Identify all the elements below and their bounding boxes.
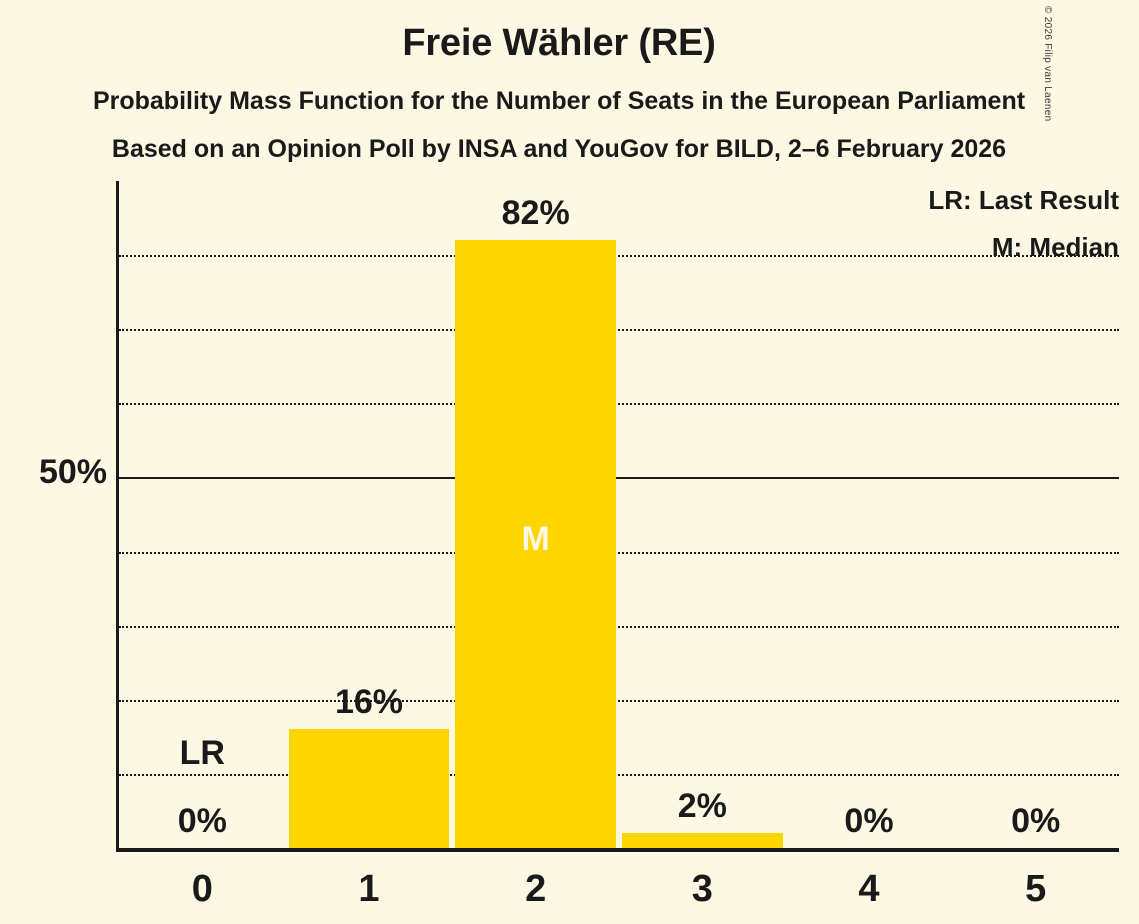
y-axis-line: [116, 181, 119, 851]
x-tick-label-seat-4: 4: [858, 868, 880, 910]
plot-area: 0% 16% 82% 2% 0% 0% LR M: [116, 181, 1119, 852]
gridline-10pct: [119, 773, 1119, 776]
bar-value-label-seat-0: 0%: [177, 802, 227, 840]
x-axis-line: [116, 848, 1119, 852]
x-tick-label-seat-1: 1: [358, 868, 380, 910]
last-result-marker: LR: [179, 733, 225, 772]
x-tick-label-seat-5: 5: [1025, 868, 1047, 910]
chart-source-line: Based on an Opinion Poll by INSA and You…: [111, 135, 1007, 163]
gridline-30pct: [119, 625, 1119, 628]
bar-seat-1: [288, 729, 450, 848]
page-title: Freie Wähler (RE): [402, 22, 716, 64]
x-tick-label-seat-2: 2: [525, 868, 547, 910]
y-tick-label-50pct: 50%: [38, 453, 107, 492]
bar-value-label-seat-5: 0%: [1011, 802, 1061, 840]
chart-subtitle: Probability Mass Function for the Number…: [92, 87, 1026, 115]
gridline-60pct: [119, 403, 1119, 406]
bar-value-label-seat-4: 0%: [844, 802, 894, 840]
bar-value-label-seat-3: 2%: [677, 787, 727, 826]
copyright-notice: © 2026 Filip van Laenen: [1042, 6, 1053, 122]
gridline-40pct: [119, 551, 1119, 554]
bar-seat-3: [622, 833, 783, 848]
x-tick-label-seat-0: 0: [191, 868, 213, 910]
x-tick-label-seat-3: 3: [691, 868, 713, 910]
gridline-50pct: [119, 477, 1119, 480]
gridline-80pct: [119, 255, 1119, 258]
bar-value-label-seat-2: 82%: [501, 194, 570, 233]
bar-value-label-seat-1: 16%: [334, 683, 404, 722]
gridline-70pct: [119, 329, 1119, 332]
median-marker: M: [521, 520, 550, 559]
bar-seat-2: [455, 240, 616, 848]
gridline-20pct: [119, 699, 1119, 702]
legend-last-result: LR: Last Result: [928, 185, 1119, 215]
